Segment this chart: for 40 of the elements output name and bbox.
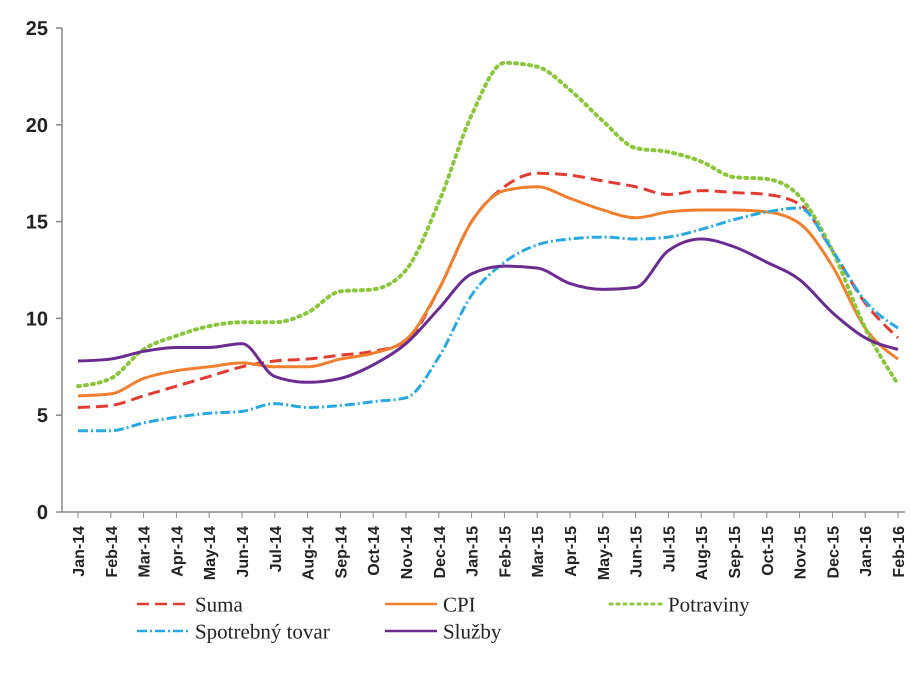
x-tick-label: May-14 (202, 526, 220, 580)
y-tick-label: 25 (26, 18, 48, 40)
x-tick-label: Mar-14 (136, 526, 154, 578)
legend-label: Potraviny (668, 592, 750, 616)
x-tick-label: Sep-15 (727, 526, 744, 578)
legend-label: CPI (443, 592, 476, 616)
y-tick-label: 10 (26, 308, 48, 330)
y-tick-label: 20 (26, 114, 48, 137)
x-tick-label: Jan-14 (71, 526, 88, 577)
legend-label: Spotrebný tovar (195, 619, 330, 644)
x-tick-label: Apr-15 (563, 526, 580, 577)
x-tick-label: Sep-14 (333, 526, 350, 578)
x-tick-label: Oct-14 (366, 526, 384, 576)
x-tick-label: Jul-14 (268, 526, 285, 572)
x-tick-label: May-15 (596, 526, 613, 580)
x-tick-label: Jan-15 (464, 526, 482, 577)
x-tick-label: Jun-14 (235, 526, 252, 578)
y-tick-label: 0 (36, 502, 48, 524)
x-tick-label: Jul-15 (661, 526, 678, 572)
x-tick-label: Feb-16 (891, 526, 908, 578)
x-tick-label: Nov-14 (399, 526, 416, 580)
y-tick-label: 5 (36, 405, 48, 428)
y-tick-label: 15 (26, 212, 48, 234)
x-tick-label: Mar-15 (530, 526, 548, 578)
x-tick-label: Oct-15 (760, 526, 777, 576)
line-series (76, 238, 900, 384)
x-tick-label: Apr-14 (169, 526, 186, 577)
line-series (76, 60, 900, 388)
x-tick-label: Feb-15 (497, 526, 514, 578)
legend-label: Suma (195, 592, 244, 616)
line-series (76, 206, 900, 432)
x-tick-label: Aug-15 (694, 526, 712, 580)
x-tick-label: Jan-16 (858, 526, 876, 577)
x-tick-label: Dec-15 (825, 526, 842, 578)
x-tick-label: Jun-15 (628, 526, 646, 578)
x-tick-label: Aug-14 (300, 526, 318, 580)
x-tick-label: Dec-14 (432, 526, 449, 578)
x-tick-label: Nov-15 (792, 526, 810, 580)
legend-label: Služby (443, 619, 502, 644)
x-tick-label: Feb-14 (104, 526, 121, 578)
